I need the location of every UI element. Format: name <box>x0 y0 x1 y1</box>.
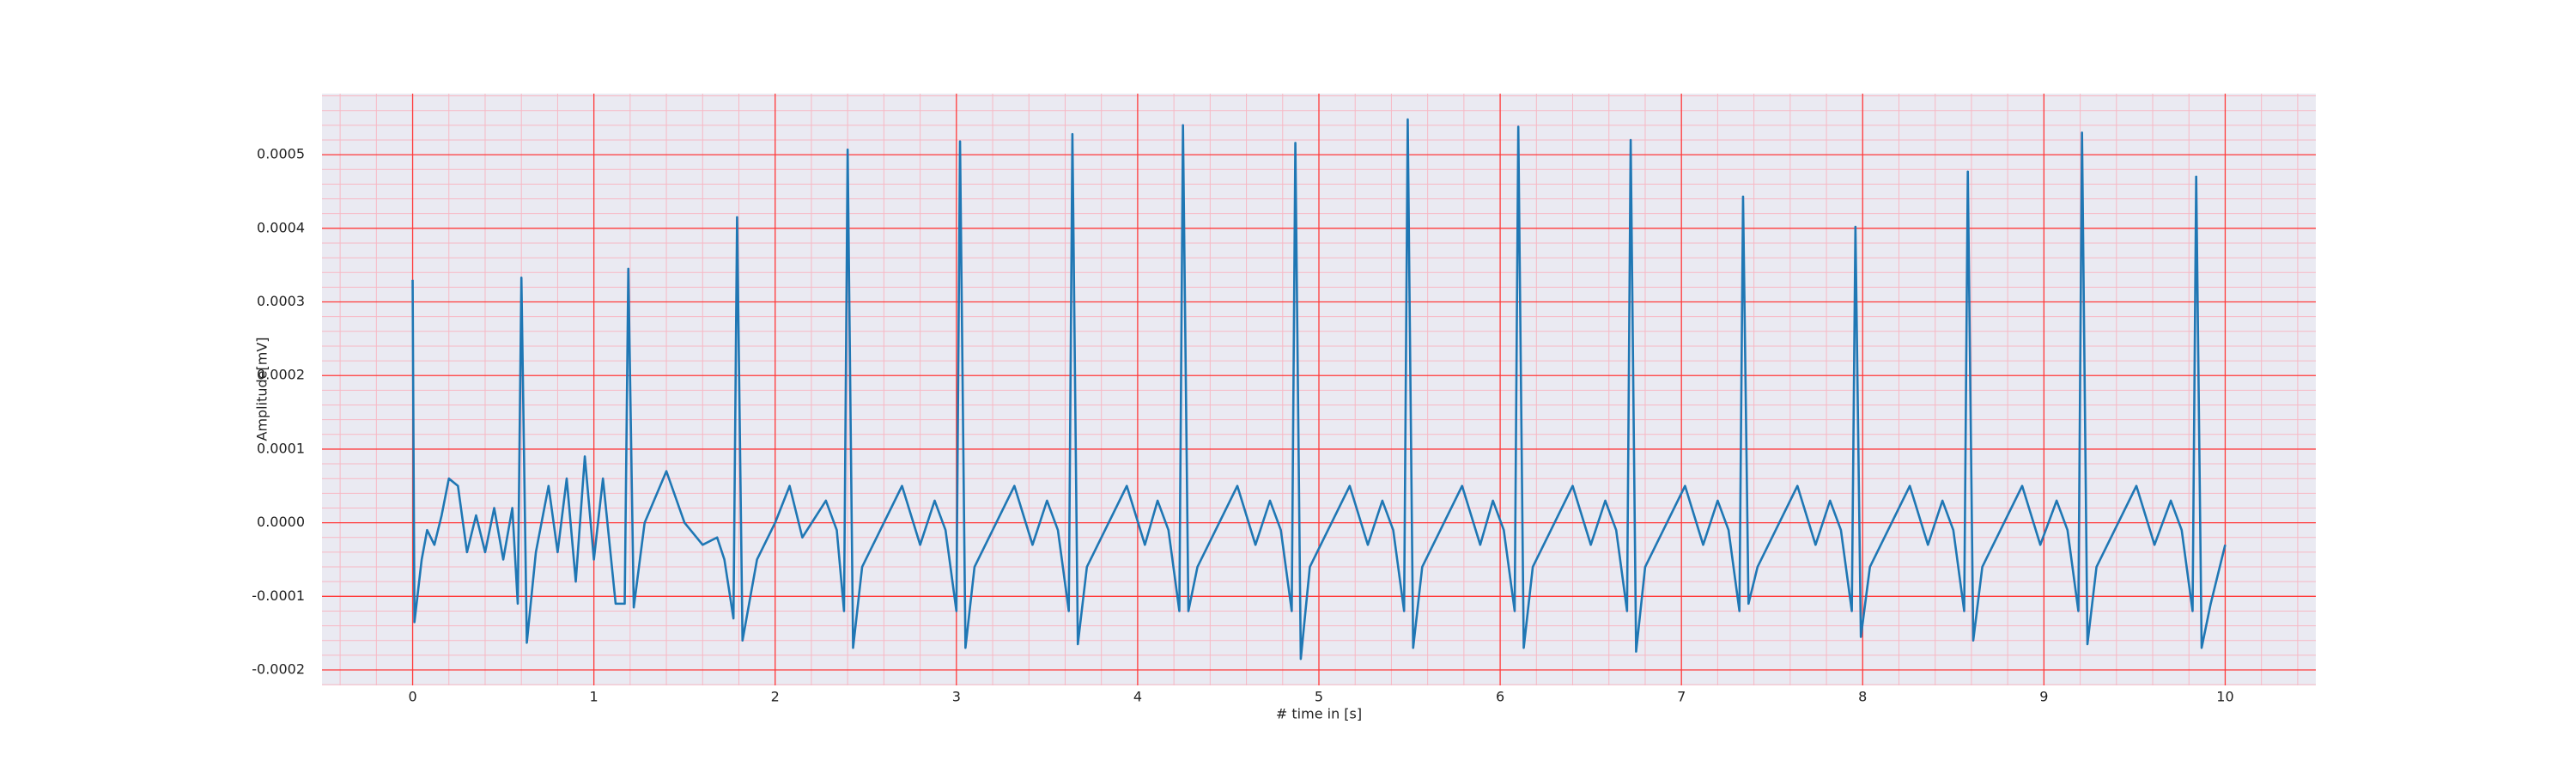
x-tick-label: 2 <box>771 689 780 705</box>
y-tick-label: 0.0001 <box>257 440 305 456</box>
y-tick-label: -0.0002 <box>252 661 305 678</box>
x-tick-label: 8 <box>1858 689 1867 705</box>
x-tick-label: 7 <box>1677 689 1686 705</box>
x-tick-label: 0 <box>408 689 416 705</box>
x-tick-label: 9 <box>2039 689 2048 705</box>
x-tick-label: 5 <box>1315 689 1323 705</box>
plot-area <box>322 94 2316 685</box>
y-axis-label: Amplitude[mV] <box>254 337 270 441</box>
x-tick-label: 10 <box>2216 689 2233 705</box>
x-tick-label: 6 <box>1496 689 1504 705</box>
ecg-line <box>411 118 2227 660</box>
x-tick-label: 1 <box>590 689 598 705</box>
x-tick-label: 3 <box>952 689 961 705</box>
y-tick-label: 0.0005 <box>257 146 305 162</box>
y-tick-label: 0.0003 <box>257 293 305 309</box>
y-tick-label: 0.0004 <box>257 219 305 235</box>
x-axis-label: # time in [s] <box>1276 706 1362 722</box>
y-tick-label: 0.0002 <box>257 367 305 383</box>
y-tick-label: -0.0001 <box>252 587 305 604</box>
x-tick-label: 4 <box>1133 689 1142 705</box>
y-tick-label: 0.0000 <box>257 514 305 530</box>
